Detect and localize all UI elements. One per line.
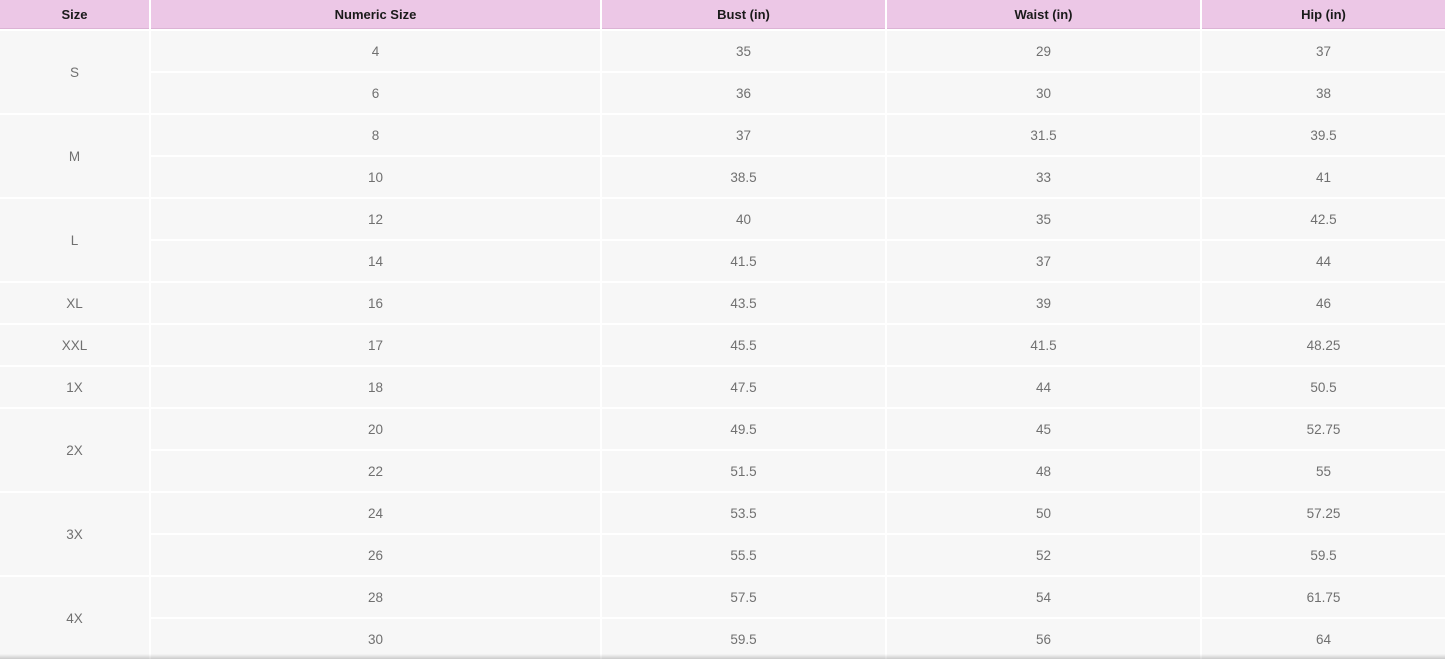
- cell-hip: 57.25: [1202, 493, 1445, 535]
- cell-numeric-size: 28: [151, 577, 602, 619]
- cell-hip: 59.5: [1202, 535, 1445, 577]
- size-chart-header-row: Size Numeric Size Bust (in) Waist (in) H…: [0, 0, 1445, 31]
- cell-bust: 49.5: [602, 409, 887, 451]
- size-group-label: S: [0, 31, 151, 115]
- size-group-label: 4X: [0, 577, 151, 661]
- cell-hip: 61.75: [1202, 577, 1445, 619]
- cell-hip: 41: [1202, 157, 1445, 199]
- col-header-size: Size: [0, 0, 151, 31]
- cell-hip: 64: [1202, 619, 1445, 661]
- col-header-hip: Hip (in): [1202, 0, 1445, 31]
- cell-numeric-size: 17: [151, 325, 602, 367]
- table-row: 30 59.5 56 64: [0, 619, 1445, 661]
- cell-bust: 37: [602, 115, 887, 157]
- cell-bust: 41.5: [602, 241, 887, 283]
- size-group-label: 3X: [0, 493, 151, 577]
- cell-hip: 46: [1202, 283, 1445, 325]
- cell-waist: 41.5: [887, 325, 1202, 367]
- cell-bust: 38.5: [602, 157, 887, 199]
- size-group-label: 2X: [0, 409, 151, 493]
- cell-hip: 37: [1202, 31, 1445, 73]
- cell-bust: 51.5: [602, 451, 887, 493]
- cell-bust: 36: [602, 73, 887, 115]
- cell-numeric-size: 30: [151, 619, 602, 661]
- size-group-label: XXL: [0, 325, 151, 367]
- cell-numeric-size: 20: [151, 409, 602, 451]
- cell-waist: 56: [887, 619, 1202, 661]
- cell-hip: 50.5: [1202, 367, 1445, 409]
- table-row: XL 16 43.5 39 46: [0, 283, 1445, 325]
- cell-waist: 35: [887, 199, 1202, 241]
- cell-bust: 35: [602, 31, 887, 73]
- cell-bust: 45.5: [602, 325, 887, 367]
- cell-waist: 30: [887, 73, 1202, 115]
- cell-numeric-size: 14: [151, 241, 602, 283]
- cell-numeric-size: 4: [151, 31, 602, 73]
- table-row: 22 51.5 48 55: [0, 451, 1445, 493]
- cell-numeric-size: 8: [151, 115, 602, 157]
- cell-bust: 59.5: [602, 619, 887, 661]
- cell-numeric-size: 16: [151, 283, 602, 325]
- cell-hip: 42.5: [1202, 199, 1445, 241]
- size-group-label: M: [0, 115, 151, 199]
- cell-bust: 53.5: [602, 493, 887, 535]
- cell-numeric-size: 26: [151, 535, 602, 577]
- col-header-bust: Bust (in): [602, 0, 887, 31]
- table-row: S 4 35 29 37: [0, 31, 1445, 115]
- cell-waist: 33: [887, 157, 1202, 199]
- table-row: 14 41.5 37 44: [0, 241, 1445, 283]
- cell-waist: 44: [887, 367, 1202, 409]
- cell-waist: 29: [887, 31, 1202, 73]
- cell-waist: 52: [887, 535, 1202, 577]
- table-row: L 12 40 35 42.5: [0, 199, 1445, 283]
- cell-numeric-size: 22: [151, 451, 602, 493]
- size-group-label: 1X: [0, 367, 151, 409]
- table-row: 1X 18 47.5 44 50.5: [0, 367, 1445, 409]
- cell-hip: 39.5: [1202, 115, 1445, 157]
- col-header-numeric-size: Numeric Size: [151, 0, 602, 31]
- table-row: 10 38.5 33 41: [0, 157, 1445, 199]
- cell-waist: 48: [887, 451, 1202, 493]
- cell-bust: 57.5: [602, 577, 887, 619]
- cell-bust: 40: [602, 199, 887, 241]
- cell-waist: 45: [887, 409, 1202, 451]
- table-row: 26 55.5 52 59.5: [0, 535, 1445, 577]
- cell-bust: 47.5: [602, 367, 887, 409]
- cell-numeric-size: 24: [151, 493, 602, 535]
- col-header-waist: Waist (in): [887, 0, 1202, 31]
- cell-hip: 44: [1202, 241, 1445, 283]
- cell-bust: 55.5: [602, 535, 887, 577]
- cell-waist: 39: [887, 283, 1202, 325]
- cell-waist: 37: [887, 241, 1202, 283]
- cell-waist: 54: [887, 577, 1202, 619]
- table-row: 3X 24 53.5 50 57.25: [0, 493, 1445, 577]
- table-row: M 8 37 31.5 39.5: [0, 115, 1445, 199]
- cell-hip: 38: [1202, 73, 1445, 115]
- cell-numeric-size: 12: [151, 199, 602, 241]
- cell-numeric-size: 18: [151, 367, 602, 409]
- cell-numeric-size: 6: [151, 73, 602, 115]
- table-row: 4X 28 57.5 54 61.75: [0, 577, 1445, 661]
- cell-hip: 48.25: [1202, 325, 1445, 367]
- table-row: 6 36 30 38: [0, 73, 1445, 115]
- cell-hip: 52.75: [1202, 409, 1445, 451]
- cell-waist: 31.5: [887, 115, 1202, 157]
- table-row: XXL 17 45.5 41.5 48.25: [0, 325, 1445, 367]
- table-row: 2X 20 49.5 45 52.75: [0, 409, 1445, 493]
- cell-bust: 43.5: [602, 283, 887, 325]
- cell-waist: 50: [887, 493, 1202, 535]
- size-group-label: XL: [0, 283, 151, 325]
- cell-hip: 55: [1202, 451, 1445, 493]
- size-group-label: L: [0, 199, 151, 283]
- cell-numeric-size: 10: [151, 157, 602, 199]
